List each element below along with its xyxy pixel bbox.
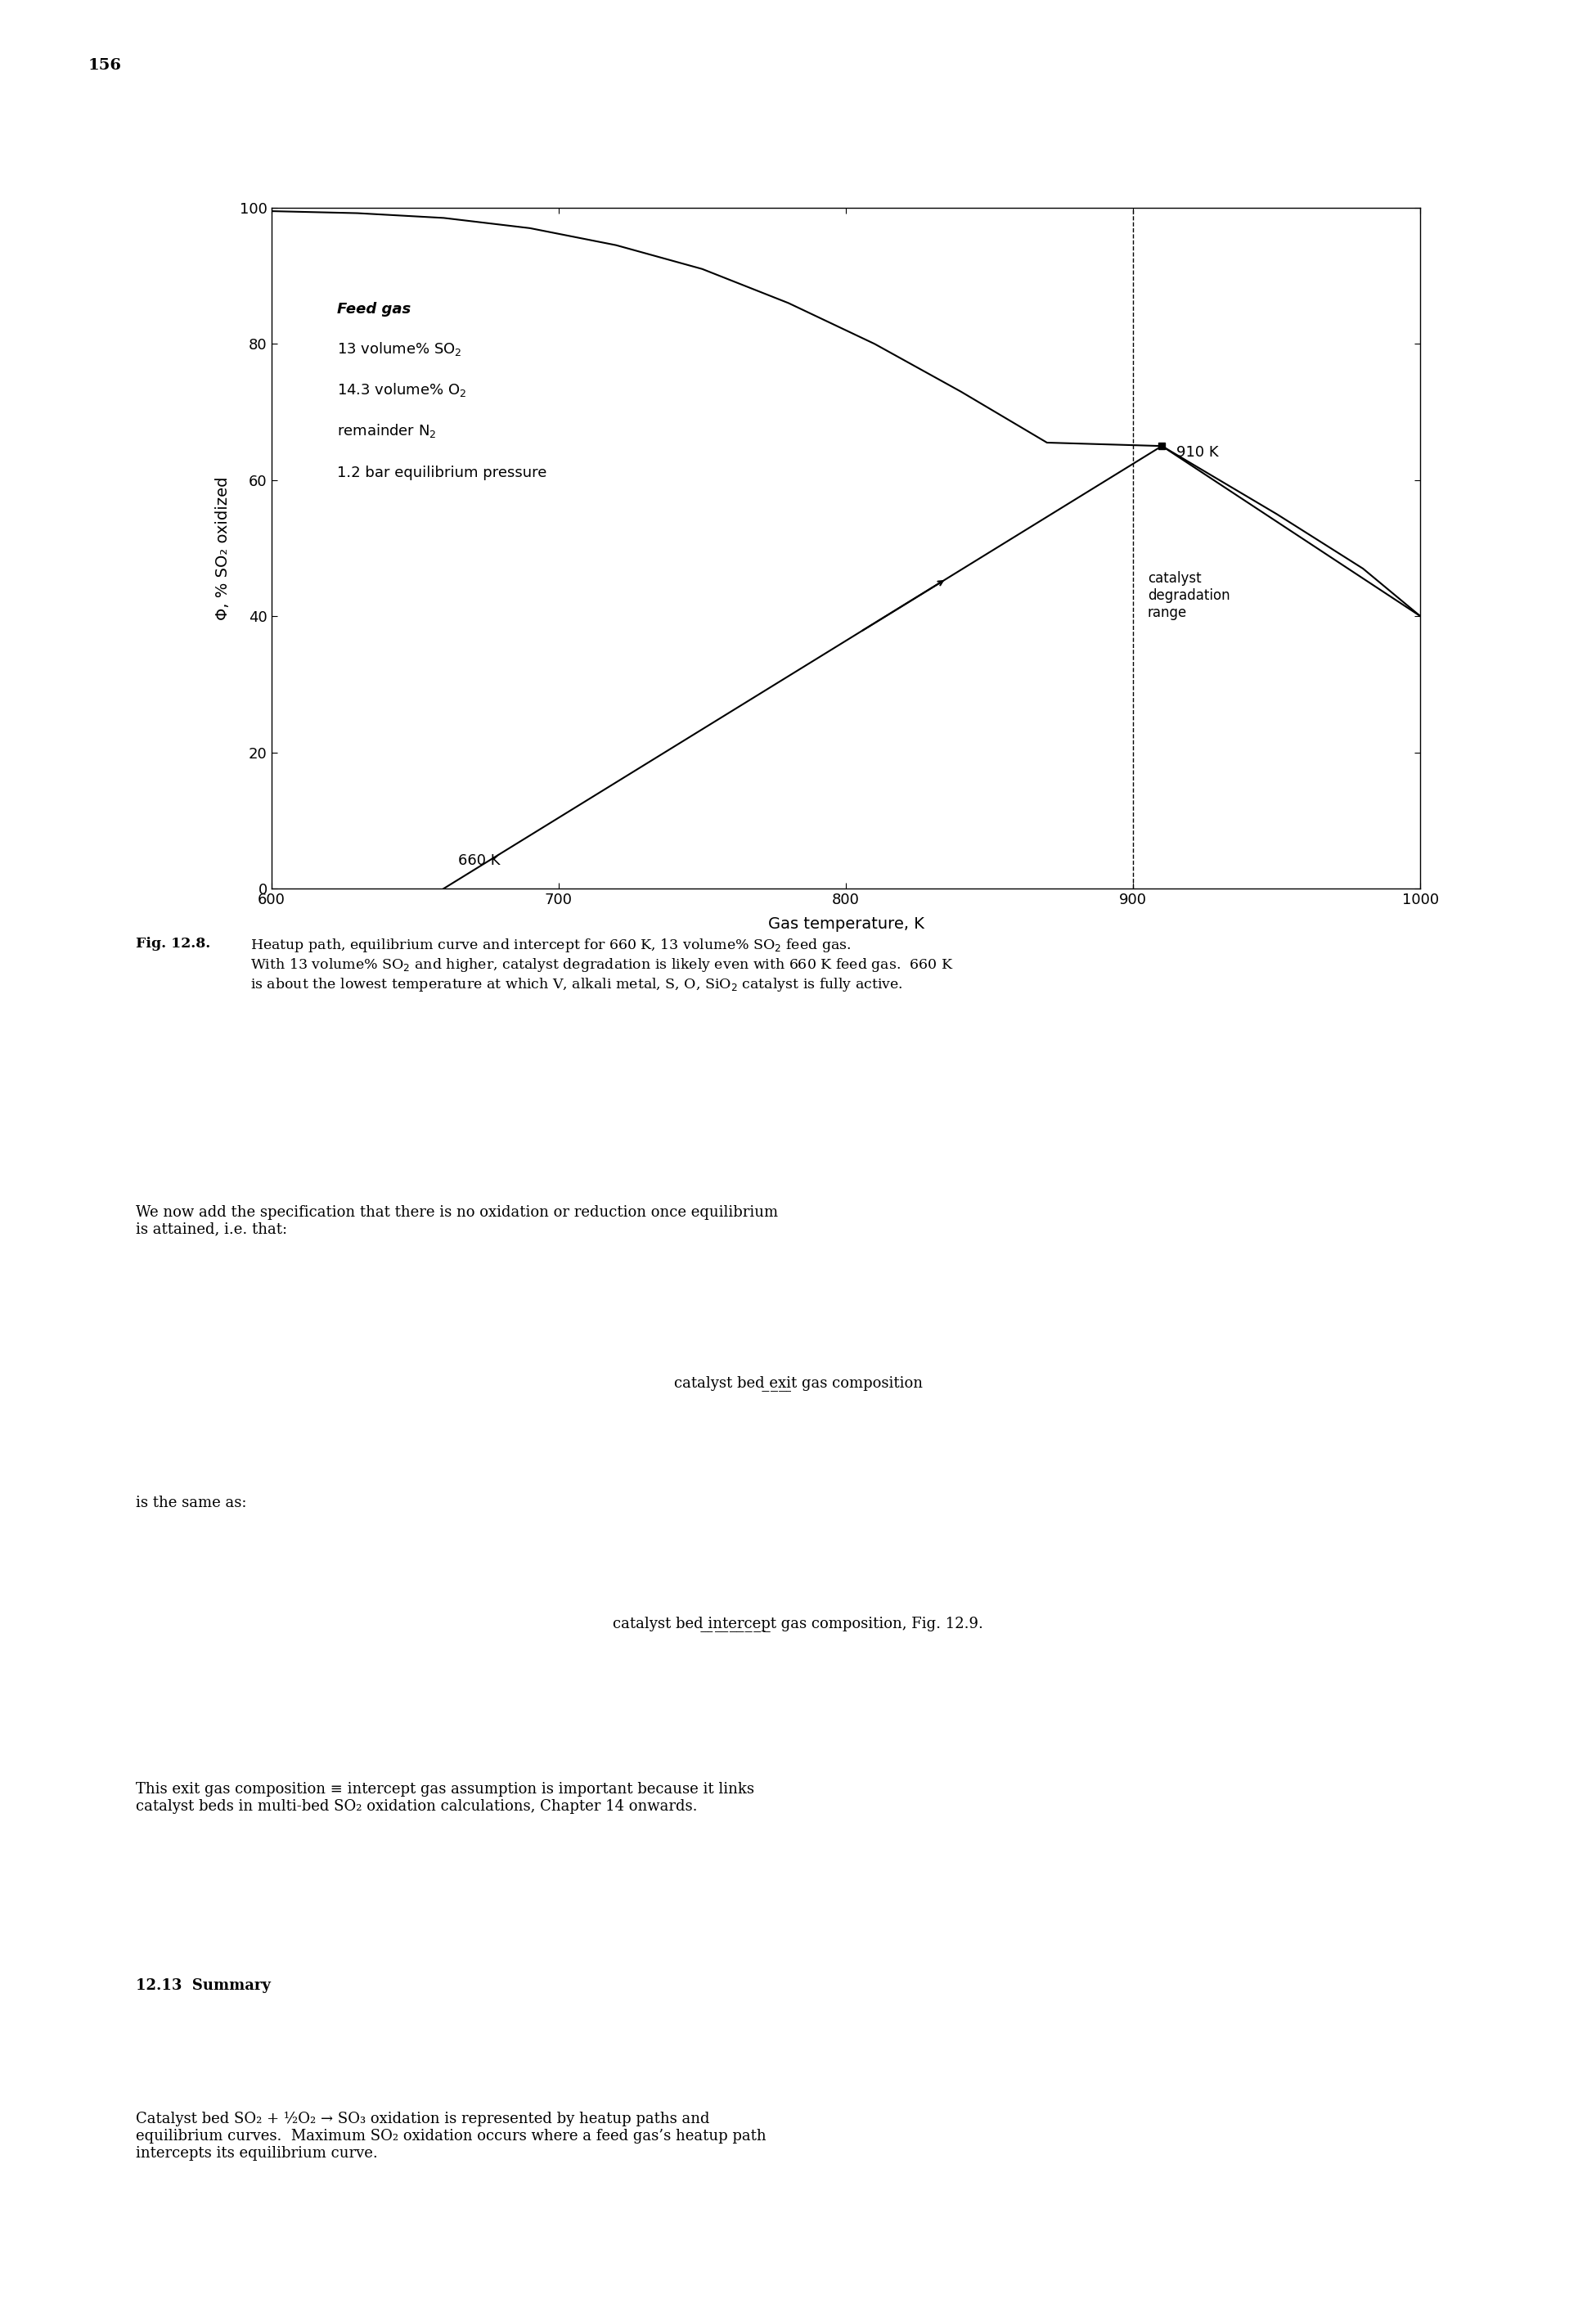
Text: 13 volume% SO$_2$: 13 volume% SO$_2$: [337, 339, 463, 358]
Text: 12.13  Summary: 12.13 Summary: [136, 1978, 271, 1992]
X-axis label: Gas temperature, K: Gas temperature, K: [768, 916, 924, 932]
Text: 660 K: 660 K: [458, 854, 500, 868]
Text: catalyst bed ̲i̲n̲t̲e̲r̲c̲e̲p̲t gas composition, Fig. 12.9.: catalyst bed ̲i̲n̲t̲e̲r̲c̲e̲p̲t gas comp…: [613, 1616, 983, 1632]
Text: catalyst bed ̲e̲x̲i̲t gas composition: catalyst bed ̲e̲x̲i̲t gas composition: [674, 1376, 922, 1392]
Text: We now add the specification that there is no oxidation or reduction once equili: We now add the specification that there …: [136, 1205, 777, 1237]
Text: 910 K: 910 K: [1176, 445, 1218, 459]
Text: 14.3 volume% O$_2$: 14.3 volume% O$_2$: [337, 381, 468, 399]
Text: Heatup path, equilibrium curve and intercept for 660 K, 13 volume% SO$_2$ feed g: Heatup path, equilibrium curve and inter…: [251, 937, 954, 992]
Text: Catalyst bed SO₂ + ½O₂ → SO₃ oxidation is represented by heatup paths and
equili: Catalyst bed SO₂ + ½O₂ → SO₃ oxidation i…: [136, 2112, 766, 2160]
Y-axis label: Φ, % SO₂ oxidized: Φ, % SO₂ oxidized: [215, 475, 230, 621]
Text: remainder N$_2$: remainder N$_2$: [337, 422, 437, 439]
Text: Fig. 12.8.: Fig. 12.8.: [136, 937, 211, 951]
Text: Feed gas: Feed gas: [337, 302, 412, 316]
Text: catalyst
degradation
range: catalyst degradation range: [1148, 572, 1231, 621]
Text: 156: 156: [88, 58, 121, 72]
Text: is the same as:: is the same as:: [136, 1496, 246, 1509]
Text: This exit gas composition ≡ intercept gas assumption is important because it lin: This exit gas composition ≡ intercept ga…: [136, 1782, 753, 1814]
Text: 1.2 bar equilibrium pressure: 1.2 bar equilibrium pressure: [337, 466, 547, 480]
